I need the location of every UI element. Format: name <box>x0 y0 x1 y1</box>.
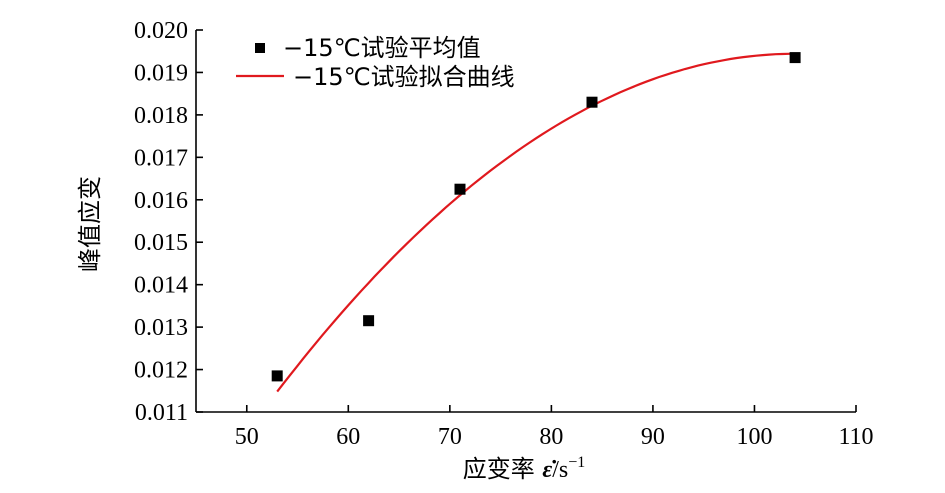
axes <box>195 30 856 413</box>
legend-label-average: −15℃试验平均值 <box>283 34 481 62</box>
x-tick-label: 100 <box>736 424 772 450</box>
y-tick-label: 0.019 <box>134 60 188 86</box>
y-tick-label: 0.016 <box>134 188 188 214</box>
x-tick-label: 60 <box>336 424 360 450</box>
y-tick-label: 0.014 <box>134 273 188 299</box>
x-tick-label: 90 <box>641 424 665 450</box>
data-point-marker <box>363 315 375 327</box>
x-tick-label: 70 <box>438 424 462 450</box>
data-point-marker <box>454 183 466 195</box>
data-point-marker <box>586 96 598 108</box>
legend-label-fit: −15℃试验拟合曲线 <box>293 63 515 91</box>
y-tick-label: 0.015 <box>134 230 188 256</box>
y-tick-label: 0.012 <box>134 358 188 384</box>
x-tick-label: 50 <box>235 424 259 450</box>
y-axis-title: 峰值应变 <box>76 176 104 272</box>
x-axis-title-prefix: 应变率 <box>463 455 543 483</box>
y-tick-label: 0.017 <box>134 145 188 171</box>
legend-marker-icon <box>255 43 265 53</box>
y-tick-label: 0.018 <box>134 103 188 129</box>
x-tick-label: 80 <box>539 424 563 450</box>
y-tick-label: 0.020 <box>134 18 188 44</box>
x-axis-title-exponent: −1 <box>568 454 585 471</box>
legend: −15℃试验平均值 −15℃试验拟合曲线 <box>236 34 515 91</box>
y-tick-label: 0.011 <box>135 400 188 426</box>
x-axis-title: 应变率 ε̇/s−1 <box>463 454 586 483</box>
x-tick-label: 110 <box>838 424 873 450</box>
y-tick-label: 0.013 <box>134 315 188 341</box>
x-axis-title-unit: /s <box>552 457 568 483</box>
data-point-marker <box>789 52 801 64</box>
y-ticks: 0.011 0.012 0.013 0.014 0.015 0.016 0.017 0.018… <box>134 18 203 426</box>
series-layer <box>271 52 801 393</box>
x-ticks: 50 60 70 80 90 100 110 <box>235 405 874 450</box>
fit-curve-line <box>276 52 796 393</box>
data-point-marker <box>271 370 283 382</box>
